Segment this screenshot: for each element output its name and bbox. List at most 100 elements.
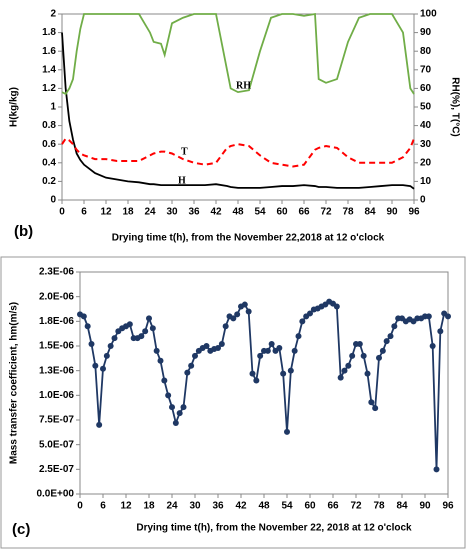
point: [138, 333, 145, 340]
x-tick-label: 66: [298, 207, 310, 218]
x-tick-label: 54: [254, 207, 266, 218]
y-tick-label: 1.3E-06: [39, 365, 74, 376]
point: [360, 352, 367, 359]
point: [222, 323, 229, 330]
y-tick-label: 7.5E-07: [39, 415, 74, 426]
series-line: [61, 12, 415, 96]
x-tick-label: 90: [386, 207, 398, 218]
y2-tick-label: 10: [420, 176, 432, 187]
y2-tick-label: 30: [420, 139, 432, 150]
y-tick-label: 1.8E-06: [39, 316, 74, 327]
point: [433, 466, 440, 473]
y-tick-label: 0.8: [42, 120, 56, 131]
y-tick-label: 0.0E+00: [36, 489, 74, 500]
x-tick-label: 0: [59, 207, 65, 218]
point: [356, 341, 363, 348]
point: [264, 347, 271, 354]
point: [192, 352, 198, 359]
point: [391, 323, 398, 330]
panel-frame: [0, 256, 466, 549]
y-tick-label: 0.2: [42, 176, 56, 187]
point: [146, 315, 152, 322]
x-tick-label: 54: [281, 501, 293, 512]
y2-axis-label: RH(%), T(°C): [449, 77, 460, 137]
point: [234, 311, 241, 318]
y-tick-label: 2.3E-06: [39, 267, 74, 278]
point: [103, 352, 110, 359]
point: [203, 343, 210, 349]
point: [387, 333, 394, 340]
x-tick-label: 48: [232, 207, 244, 218]
point: [84, 323, 91, 330]
x-tick-label: 72: [320, 207, 332, 218]
point: [180, 404, 187, 411]
point: [364, 370, 371, 377]
point: [379, 347, 386, 354]
point: [337, 374, 344, 381]
point: [295, 333, 302, 340]
series-label: H: [178, 175, 186, 186]
x-tick-label: 60: [304, 501, 316, 512]
point: [88, 341, 95, 348]
point: [161, 377, 168, 384]
y-tick-label: 1.2: [42, 83, 56, 94]
y-axis-label: Mass transfer coefficient, hm(m/s): [9, 302, 20, 464]
y2-tick-label: 40: [420, 120, 432, 131]
point: [92, 362, 99, 369]
y-tick-label: 5.0E-07: [39, 439, 74, 450]
point: [372, 405, 379, 412]
x-tick-label: 24: [144, 207, 156, 218]
point: [333, 303, 340, 310]
point: [383, 338, 390, 345]
x-tick-label: 42: [235, 501, 247, 512]
point: [429, 343, 436, 349]
point: [153, 347, 160, 354]
y-tick-label: 2.0E-06: [39, 291, 74, 302]
point: [284, 428, 290, 435]
point: [349, 352, 356, 359]
point: [268, 341, 275, 348]
series-line: [61, 137, 415, 168]
point: [157, 357, 164, 364]
y-tick-label: 2: [50, 9, 56, 20]
point: [425, 313, 432, 320]
point: [437, 328, 444, 335]
point: [280, 370, 287, 377]
x-axis-label: Drying time t(h), from the November 22, …: [136, 523, 412, 534]
y-tick-label: 0: [50, 195, 56, 206]
y2-tick-label: 50: [420, 102, 432, 113]
y2-tick-label: 100: [420, 9, 437, 20]
plot-frame: [61, 13, 415, 201]
point: [188, 362, 195, 369]
y2-tick-label: 0: [420, 195, 426, 206]
y2-tick-label: 20: [420, 157, 432, 168]
point: [291, 347, 298, 354]
point: [307, 310, 313, 317]
y-tick-label: 0.6: [42, 139, 56, 150]
y2-tick-label: 70: [420, 64, 432, 75]
series-label: RH: [236, 80, 251, 91]
x-tick-label: 18: [122, 207, 134, 218]
point: [345, 362, 352, 369]
y-tick-label: 1.0E-06: [39, 390, 74, 401]
point: [96, 421, 103, 428]
point: [287, 367, 294, 374]
x-tick-label: 84: [364, 207, 376, 218]
plot-frame: [79, 271, 449, 495]
x-tick-label: 12: [100, 207, 112, 218]
point: [172, 419, 179, 426]
point: [165, 392, 172, 399]
x-tick-label: 90: [419, 501, 431, 512]
x-tick-label: 78: [373, 501, 385, 512]
point: [149, 325, 156, 332]
point: [126, 321, 133, 328]
x-tick-label: 66: [327, 501, 339, 512]
x-tick-label: 48: [258, 501, 270, 512]
point: [111, 335, 118, 342]
x-tick-label: 12: [120, 501, 132, 512]
x-axis-label: Drying time t(h), from the November 22,2…: [112, 233, 385, 244]
panel-label: (b): [14, 223, 33, 240]
y-tick-label: 2.5E-07: [39, 464, 74, 475]
point: [253, 377, 260, 384]
y2-tick-label: 90: [420, 27, 432, 38]
